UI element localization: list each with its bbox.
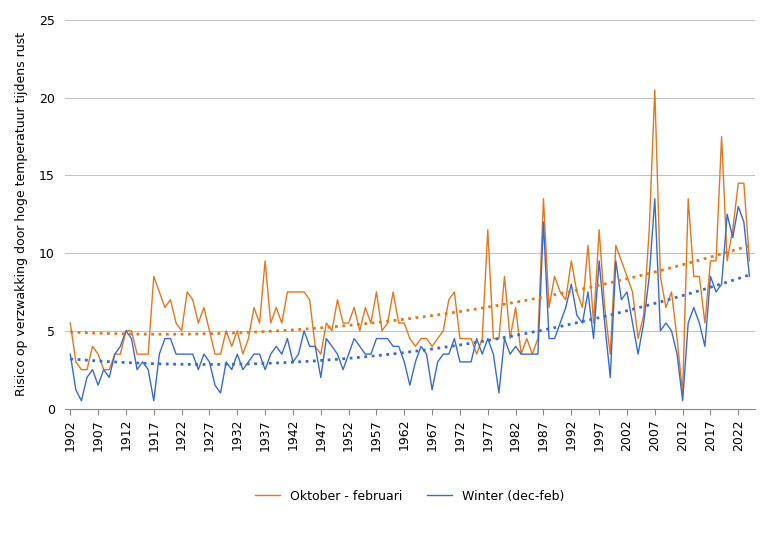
Winter (dec-feb)	[110, 351, 119, 358]
Winter (dec-feb)	[745, 273, 754, 280]
Line: Oktober - februari: Oktober - februari	[70, 90, 749, 393]
Winter (dec-feb)	[650, 195, 659, 202]
Oktober - februari	[260, 258, 269, 264]
Winter (dec-feb)	[77, 397, 86, 404]
Oktober - februari	[650, 86, 659, 93]
Legend: Oktober - februari, Winter (dec-feb): Oktober - februari, Winter (dec-feb)	[250, 485, 570, 508]
Oktober - februari	[105, 366, 114, 373]
Oktober - februari	[678, 389, 688, 396]
Winter (dec-feb)	[149, 397, 159, 404]
Oktober - februari	[143, 351, 152, 358]
Winter (dec-feb)	[138, 359, 147, 365]
Oktober - februari	[617, 258, 626, 264]
Winter (dec-feb)	[65, 351, 75, 358]
Oktober - februari	[132, 351, 142, 358]
Winter (dec-feb)	[266, 351, 276, 358]
Oktober - februari	[65, 320, 75, 326]
Winter (dec-feb)	[367, 351, 376, 358]
Winter (dec-feb)	[622, 288, 631, 295]
Y-axis label: Risico op verzwakking door hoge temperatuur tijdens rust: Risico op verzwakking door hoge temperat…	[15, 32, 28, 396]
Oktober - februari	[745, 258, 754, 264]
Oktober - februari	[360, 304, 370, 311]
Line: Winter (dec-feb): Winter (dec-feb)	[70, 199, 749, 401]
